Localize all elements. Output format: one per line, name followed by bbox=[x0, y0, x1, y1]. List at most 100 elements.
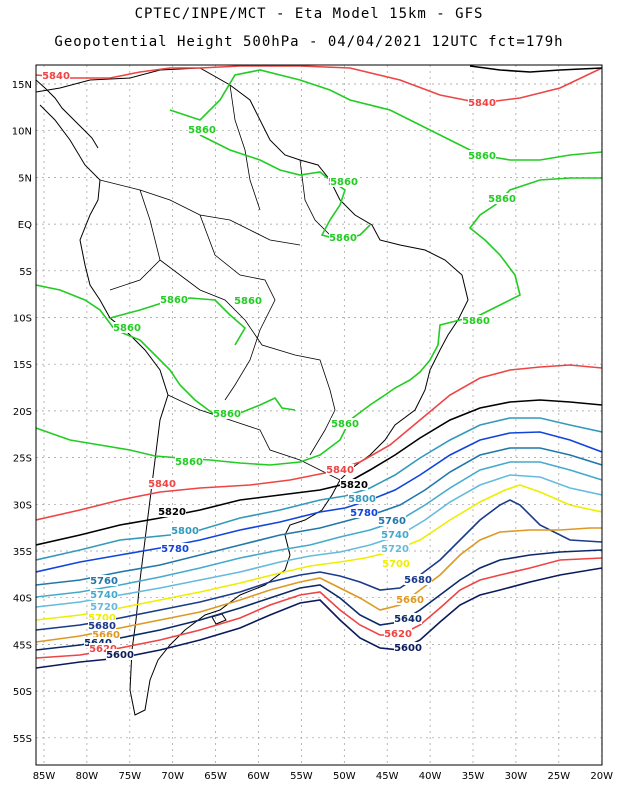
contour-label-bg bbox=[326, 464, 354, 475]
contour-label: 5860 bbox=[213, 409, 241, 420]
contour-label: 5860 bbox=[468, 151, 496, 162]
lat-tick-label: 40S bbox=[13, 594, 32, 605]
latitude-labels: 15N 10N 5N EQ 5S 10S 15S 20S 25S 30S 35S 40S 45S 50S 5… bbox=[12, 80, 32, 745]
lon-tick-label: 75W bbox=[118, 771, 141, 782]
contour-label-bg bbox=[88, 612, 116, 623]
contour-label: 5820 bbox=[340, 480, 368, 491]
contour-label-bg bbox=[90, 575, 118, 586]
contour-label: 5720 bbox=[90, 602, 118, 613]
country-borders bbox=[99, 84, 351, 481]
contour-label-bg bbox=[106, 649, 134, 660]
contour-label-bg bbox=[113, 322, 141, 333]
lon-tick-label: 50W bbox=[333, 771, 356, 782]
contour-label-bg bbox=[381, 529, 409, 540]
contour-label: 5640 bbox=[394, 614, 422, 625]
contour-label: 5760 bbox=[90, 576, 118, 587]
contour-label-bg bbox=[378, 515, 406, 526]
lat-tick-label: 5N bbox=[18, 173, 32, 184]
contour-label-bg bbox=[88, 620, 116, 631]
contour-label: 5740 bbox=[90, 590, 118, 601]
contour-label: 5800 bbox=[348, 494, 376, 505]
lat-tick-label: 15S bbox=[13, 360, 32, 371]
contour-label-bg bbox=[350, 507, 378, 518]
lon-tick-label: 70W bbox=[161, 771, 184, 782]
contour-label: 5680 bbox=[404, 575, 432, 586]
contour-label: 5760 bbox=[378, 516, 406, 527]
lon-tick-label: 25W bbox=[547, 771, 570, 782]
contour-label-bg bbox=[175, 456, 203, 467]
contour-5840-north bbox=[36, 65, 602, 104]
contour-label-bg bbox=[84, 637, 112, 648]
contour-label: 5840 bbox=[468, 98, 496, 109]
contour-label-bg bbox=[468, 150, 496, 161]
contour-label: 5860 bbox=[330, 177, 358, 188]
contour-label-bg bbox=[42, 70, 70, 81]
contour-label-bg bbox=[488, 193, 516, 204]
contour-label: 5700 bbox=[88, 613, 116, 624]
contour-label: 5700 bbox=[382, 559, 410, 570]
contour-label: 5860 bbox=[329, 233, 357, 244]
lon-tick-label: 65W bbox=[204, 771, 227, 782]
lat-tick-label: 35S bbox=[13, 547, 32, 558]
contour-label: 5840 bbox=[326, 465, 354, 476]
lat-tick-label: 5S bbox=[19, 267, 32, 278]
contour-label: 5600 bbox=[106, 650, 134, 661]
lon-tick-label: 40W bbox=[419, 771, 442, 782]
contour-label-bg bbox=[340, 479, 368, 490]
contour-label: 5860 bbox=[331, 419, 359, 430]
graticule bbox=[36, 65, 603, 765]
lat-tick-label: 10S bbox=[13, 314, 32, 325]
contour-label-bg bbox=[188, 124, 216, 135]
lon-tick-label: 85W bbox=[33, 771, 56, 782]
contour-5820-north bbox=[469, 65, 602, 73]
lon-tick-label: 45W bbox=[376, 771, 399, 782]
lat-tick-label: EQ bbox=[18, 220, 32, 231]
contour-label-bg bbox=[90, 589, 118, 600]
contour-label-bg bbox=[331, 418, 359, 429]
contour-label: 5800 bbox=[171, 526, 199, 537]
contour-label: 5780 bbox=[350, 508, 378, 519]
lat-tick-label: 25S bbox=[13, 454, 32, 465]
contour-label: 5860 bbox=[462, 316, 490, 327]
contour-label-bg bbox=[148, 478, 176, 489]
contour-labels: 5840 5840 5860 5860 5860 5860 5860 5860 5860 5860… bbox=[42, 70, 516, 661]
lon-tick-label: 20W bbox=[590, 771, 613, 782]
lat-tick-label: 15N bbox=[12, 80, 32, 91]
contour-label-bg bbox=[396, 594, 424, 605]
contour-label: 5720 bbox=[381, 544, 409, 555]
contour-label-bg bbox=[158, 506, 186, 517]
contour-label-bg bbox=[348, 493, 376, 504]
contour-label-bg bbox=[90, 601, 118, 612]
map-title: CPTEC/INPE/MCT - Eta Model 15km - GFS bbox=[134, 6, 484, 22]
contour-label-bg bbox=[213, 408, 241, 419]
contour-label: 5740 bbox=[381, 530, 409, 541]
contour-label-bg bbox=[161, 543, 189, 554]
contour-label: 5820 bbox=[158, 507, 186, 518]
contour-label-bg bbox=[382, 558, 410, 569]
lat-tick-label: 50S bbox=[13, 687, 32, 698]
map-subtitle: Geopotential Height 500hPa - 04/04/2021 … bbox=[54, 34, 564, 50]
lat-tick-label: 45S bbox=[13, 640, 32, 651]
contour-label-bg bbox=[384, 628, 412, 639]
lon-tick-label: 60W bbox=[247, 771, 270, 782]
contour-label: 5620 bbox=[89, 644, 117, 655]
contour-label-bg bbox=[92, 629, 120, 640]
central-america-coastline bbox=[36, 79, 99, 149]
map-frame-bg bbox=[36, 65, 602, 765]
contour-label-bg bbox=[89, 643, 117, 654]
map-frame bbox=[35, 64, 603, 766]
contour-label-bg bbox=[329, 232, 357, 243]
contour-label: 5860 bbox=[234, 296, 262, 307]
contour-label-bg bbox=[171, 525, 199, 536]
contour-label-bg bbox=[462, 315, 490, 326]
lat-tick-label: 55S bbox=[13, 734, 32, 745]
contour-label-bg bbox=[160, 294, 188, 305]
lon-tick-label: 30W bbox=[505, 771, 528, 782]
contour-label-bg bbox=[381, 543, 409, 554]
contour-label-bg bbox=[468, 97, 496, 108]
contour-label-bg bbox=[394, 613, 422, 624]
contour-label: 5860 bbox=[175, 457, 203, 468]
contour-label: 5860 bbox=[488, 194, 516, 205]
contour-label-bg bbox=[404, 574, 432, 585]
